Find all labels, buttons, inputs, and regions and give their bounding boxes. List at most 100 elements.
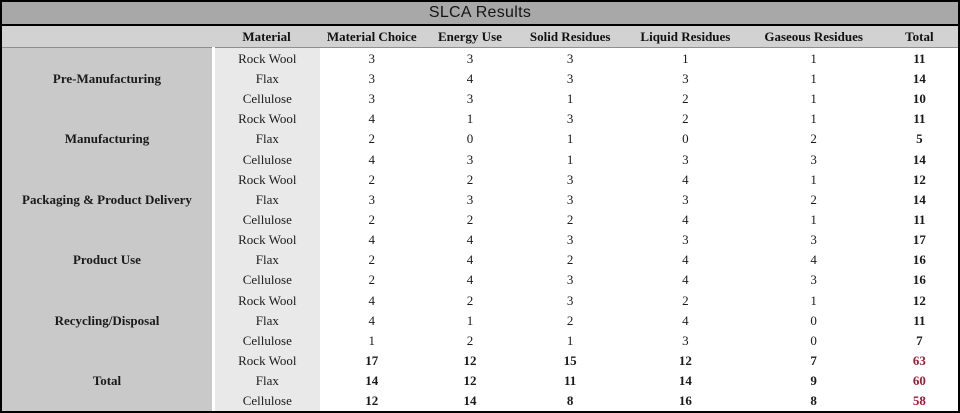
value-cell: 0 xyxy=(810,312,817,328)
table-title-bar: SLCA Results xyxy=(2,2,958,26)
value-cell: 4 xyxy=(368,111,376,127)
row-total-cell: 7 xyxy=(916,332,923,348)
value-cell: 1 xyxy=(810,171,817,187)
value-cell: 3 xyxy=(682,191,689,207)
value-cell: 4 xyxy=(368,232,376,248)
table-row: Pre-Manufacturing Rock Wool 3 3 3 1 1 11 xyxy=(2,47,958,109)
value-cell: 4 xyxy=(682,171,689,187)
value-cell: 4 xyxy=(368,312,376,328)
value-cell: 1 xyxy=(810,111,817,127)
table-row: Cellulose 3 3 1 2 1 10 xyxy=(2,88,958,109)
value-cell: 2 xyxy=(682,111,689,127)
table-row: Packaging & Product Delivery Rock Wool 2 2 3… xyxy=(2,169,958,230)
material-cell: Cellulose xyxy=(213,209,320,230)
material-cell: Rock Wool xyxy=(213,289,320,311)
material-cell: Cellulose xyxy=(213,269,320,290)
value-cell: 7 xyxy=(810,352,817,368)
material-cell: Flax xyxy=(213,249,320,270)
value-cell: 9 xyxy=(810,373,817,389)
value-cell: 4 xyxy=(682,272,689,288)
table-row: Flax 3 4 3 3 1 14 xyxy=(2,68,958,89)
value-cell: 2 xyxy=(466,292,474,308)
table-row: Cellulose 12 14 8 16 8 58 xyxy=(2,390,958,411)
value-cell: 4 xyxy=(466,70,474,86)
value-cell: 2 xyxy=(368,252,376,268)
value-cell: 12 xyxy=(463,352,477,368)
value-cell: 1 xyxy=(682,50,689,66)
row-total-cell: 11 xyxy=(913,50,926,66)
value-cell: 3 xyxy=(810,272,817,288)
value-cell: 4 xyxy=(368,292,376,308)
value-cell: 4 xyxy=(682,252,689,268)
row-total-cell: 14 xyxy=(912,151,926,167)
row-total-cell: 12 xyxy=(912,171,926,187)
stage-cell: Product Use xyxy=(2,229,215,290)
header-cell-total: Total xyxy=(880,26,958,48)
value-cell: 1 xyxy=(566,332,574,348)
value-cell: 1 xyxy=(810,70,817,86)
value-cell: 3 xyxy=(566,111,574,127)
value-cell: 14 xyxy=(463,393,477,409)
value-cell: 3 xyxy=(466,50,474,66)
table-row: Flax 4 1 2 4 0 11 xyxy=(2,310,958,331)
row-total-cell: 17 xyxy=(912,232,926,248)
header-cell-stage-spacer xyxy=(2,26,214,48)
value-cell: 2 xyxy=(466,332,474,348)
value-cell: 3 xyxy=(566,191,574,207)
table-row: Flax 2 4 2 4 4 16 xyxy=(2,249,958,270)
value-cell: 3 xyxy=(368,91,376,107)
table-row: Recycling/Disposal Rock Wool 4 2 3 2 1 12 xyxy=(2,289,958,351)
material-cell: Cellulose xyxy=(213,390,320,411)
value-cell: 1 xyxy=(566,151,574,167)
value-cell: 0 xyxy=(466,131,474,147)
stage-cell: Pre-Manufacturing xyxy=(2,47,215,109)
row-total-cell: 14 xyxy=(912,70,926,86)
material-cell: Flax xyxy=(213,189,320,210)
table-row: Cellulose 2 2 2 4 1 11 xyxy=(2,209,958,230)
value-cell: 3 xyxy=(810,151,817,167)
row-total-cell: 5 xyxy=(916,131,923,147)
value-cell: 17 xyxy=(365,352,379,368)
value-cell: 3 xyxy=(368,191,376,207)
value-cell: 3 xyxy=(566,50,574,66)
value-cell: 2 xyxy=(368,272,376,288)
grand-total-cell: 58 xyxy=(912,393,926,409)
header-cell-liquid-residues: Liquid Residues xyxy=(624,26,747,48)
header-cell-energy-use: Energy Use xyxy=(423,26,517,48)
value-cell: 1 xyxy=(368,332,376,348)
value-cell: 1 xyxy=(566,131,574,147)
value-cell: 14 xyxy=(678,373,692,389)
value-cell: 0 xyxy=(682,131,689,147)
header-cell-gaseous-residues: Gaseous Residues xyxy=(746,26,881,48)
value-cell: 2 xyxy=(682,91,689,107)
row-total-cell: 10 xyxy=(912,91,926,107)
value-cell: 4 xyxy=(682,211,689,227)
value-cell: 1 xyxy=(566,91,574,107)
value-cell: 12 xyxy=(463,373,477,389)
value-cell: 3 xyxy=(810,232,817,248)
table-row: Product Use Rock Wool 4 4 3 3 3 17 xyxy=(2,229,958,290)
value-cell: 4 xyxy=(368,151,376,167)
value-cell: 4 xyxy=(810,252,817,268)
value-cell: 11 xyxy=(564,373,577,389)
row-total-cell: 16 xyxy=(912,252,926,268)
header-cell-material: Material xyxy=(213,26,320,48)
table-row: Cellulose 2 4 3 4 3 16 xyxy=(2,269,958,290)
value-cell: 3 xyxy=(566,70,574,86)
material-cell: Cellulose xyxy=(213,148,320,170)
value-cell: 2 xyxy=(566,252,574,268)
value-cell: 16 xyxy=(678,393,692,409)
slca-results-table: Material Material Choice Energy Use Solid R… xyxy=(2,26,958,411)
value-cell: 2 xyxy=(368,171,376,187)
material-cell: Rock Wool xyxy=(213,47,320,69)
material-cell: Rock Wool xyxy=(213,350,320,371)
value-cell: 3 xyxy=(368,70,376,86)
value-cell: 2 xyxy=(810,191,817,207)
value-cell: 2 xyxy=(810,131,817,147)
table-row: Flax 14 12 11 14 9 60 xyxy=(2,370,958,391)
value-cell: 8 xyxy=(566,393,574,409)
value-cell: 2 xyxy=(566,312,574,328)
stage-cell: Packaging & Product Delivery xyxy=(2,169,215,230)
material-cell: Flax xyxy=(213,128,320,149)
table-row: Flax 2 0 1 0 2 5 xyxy=(2,128,958,149)
